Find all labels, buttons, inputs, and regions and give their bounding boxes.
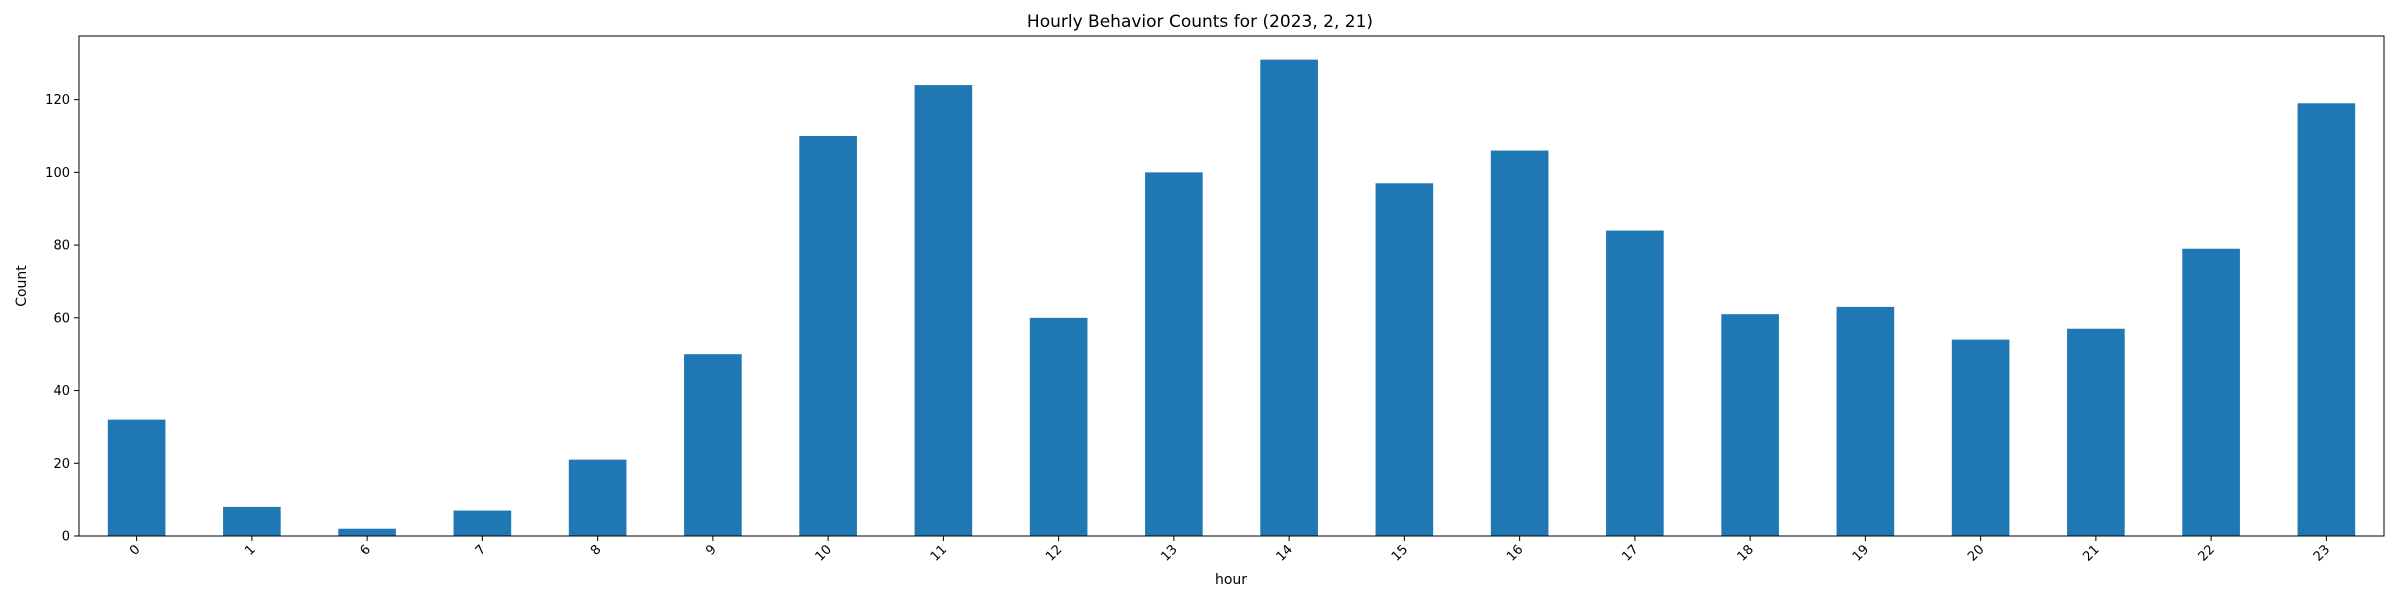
- bar-hour-1: [223, 506, 281, 536]
- x-axis-label: hour: [1215, 572, 1247, 588]
- bar-hour-20: [1951, 339, 2010, 536]
- bar-hour-19: [1836, 306, 1895, 536]
- bar-hour-12: [1029, 317, 1088, 536]
- y-tick-label: 0: [62, 530, 70, 545]
- bar-hour-10: [799, 136, 857, 536]
- y-axis-label: Count: [14, 265, 30, 307]
- y-tick-label: 100: [45, 166, 70, 181]
- bar-hour-23: [2297, 103, 2356, 536]
- y-tick-label: 20: [53, 457, 70, 472]
- bars-group: [107, 59, 2356, 537]
- bar-hour-17: [1606, 230, 1664, 536]
- bar-hour-7: [453, 510, 512, 536]
- y-tick-label: 40: [53, 384, 70, 399]
- bar-hour-14: [1260, 59, 1318, 537]
- chart-title: Hourly Behavior Counts for (2023, 2, 21): [1027, 12, 1373, 32]
- bar-hour-13: [1145, 172, 1203, 536]
- bar-hour-16: [1490, 150, 1549, 536]
- bar-hour-8: [568, 459, 627, 536]
- bar-hour-0: [107, 419, 166, 536]
- plot-frame: [78, 35, 2385, 537]
- bar-hour-11: [914, 85, 973, 536]
- bar-hour-21: [2067, 328, 2125, 536]
- bar-hour-18: [1721, 314, 1779, 536]
- y-tick-label: 120: [45, 93, 70, 108]
- y-tick-label: 60: [53, 311, 70, 326]
- y-ticks-group: 0 20 40 60 80 100 120: [45, 93, 79, 545]
- bar-hour-9: [684, 354, 742, 536]
- y-tick-label: 80: [53, 239, 70, 254]
- bar-hour-22: [2182, 248, 2240, 536]
- bar-hour-6: [338, 528, 396, 536]
- bar-hour-15: [1375, 183, 1434, 537]
